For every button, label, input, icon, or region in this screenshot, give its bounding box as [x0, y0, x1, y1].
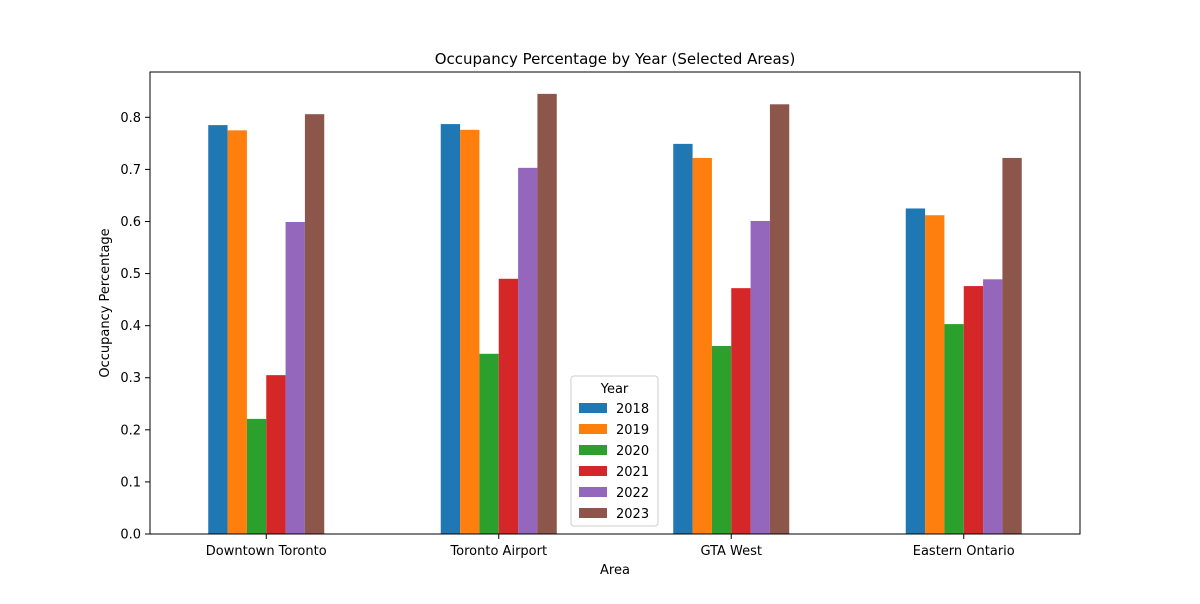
- y-axis: 0.0 0.1 0.2 0.3 0.4 0.5 0.6 0.7 0.8: [120, 111, 150, 543]
- plot-frame: [149, 71, 1081, 535]
- legend-label-2023: 2023: [616, 507, 649, 522]
- bar-2020: [711, 345, 732, 534]
- bar-2023: [304, 114, 325, 535]
- bar-2021: [498, 278, 519, 534]
- bar-2021: [266, 375, 286, 534]
- y-tick-label: 0.7: [120, 163, 141, 178]
- bar-2019: [460, 129, 480, 534]
- x-axis-title: Area: [600, 563, 630, 578]
- y-tick-label: 0.2: [120, 423, 141, 438]
- bar-2021: [963, 286, 984, 534]
- y-tick-label: 0.0: [120, 528, 141, 543]
- bar-2018: [905, 208, 926, 535]
- x-tick-label: Downtown Toronto: [206, 544, 327, 559]
- x-tick-label: GTA West: [700, 544, 762, 559]
- legend-label-2018: 2018: [616, 402, 649, 417]
- y-tick-label: 0.3: [120, 371, 141, 386]
- bar-2020: [944, 324, 964, 534]
- bar-2018: [208, 125, 228, 535]
- bar-2019: [925, 215, 945, 534]
- legend-title: Year: [600, 382, 629, 397]
- bar-2018: [673, 143, 693, 534]
- bar-2020: [479, 353, 499, 534]
- bar-2023: [769, 104, 790, 534]
- legend: Year 2018 2019 2020 2021 2022 2023: [570, 375, 659, 527]
- legend-swatch-2022: [579, 487, 607, 497]
- bar-2023: [1002, 157, 1022, 534]
- bars-group: [208, 93, 1022, 535]
- bar-2019: [692, 157, 712, 534]
- bar-2023: [537, 93, 557, 535]
- legend-swatch-2019: [579, 424, 607, 434]
- legend-label-2021: 2021: [616, 465, 649, 480]
- y-tick-label: 0.8: [120, 111, 141, 126]
- bar-2022: [983, 279, 1003, 534]
- bar-2019: [227, 130, 247, 534]
- bar-2022: [750, 220, 770, 534]
- legend-label-2022: 2022: [616, 486, 649, 501]
- legend-swatch-2018: [579, 403, 607, 413]
- y-tick-label: 0.5: [120, 267, 141, 282]
- legend-label-2019: 2019: [616, 423, 649, 438]
- x-tick-label: Toronto Airport: [449, 544, 547, 559]
- bar-2018: [440, 124, 461, 534]
- y-tick-label: 0.1: [120, 475, 141, 490]
- bar-2020: [246, 418, 267, 534]
- legend-swatch-2020: [579, 445, 607, 455]
- chart-title: Occupancy Percentage by Year (Selected A…: [435, 50, 796, 68]
- x-tick-label: Eastern Ontario: [913, 544, 1015, 559]
- legend-swatch-2023: [579, 508, 607, 518]
- y-tick-label: 0.4: [120, 319, 141, 334]
- x-axis: Downtown Toronto Toronto Airport GTA West E…: [206, 534, 1015, 559]
- bar-2021: [731, 288, 751, 534]
- y-tick-label: 0.6: [120, 215, 141, 230]
- legend-label-2020: 2020: [616, 444, 649, 459]
- y-axis-title: Occupancy Percentage: [98, 228, 113, 377]
- bar-2022: [518, 167, 538, 535]
- bar-2022: [285, 222, 305, 534]
- legend-swatch-2021: [579, 466, 607, 476]
